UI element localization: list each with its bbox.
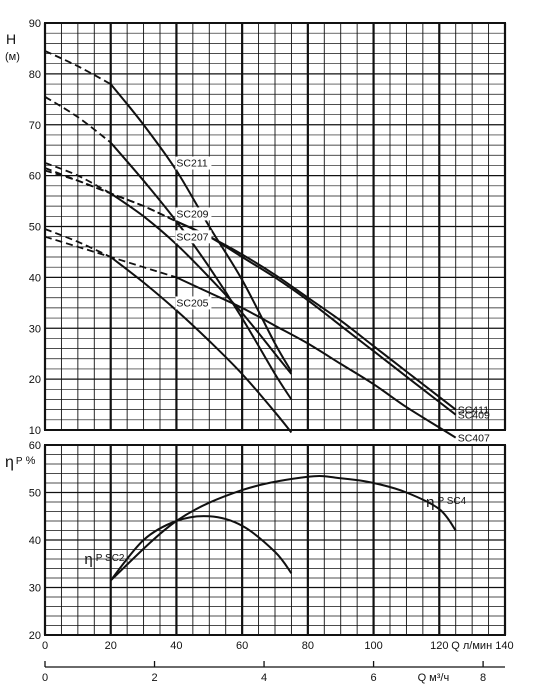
flow-lpm-tick-label: 0 xyxy=(42,640,48,652)
label-bg-sc207 xyxy=(175,230,212,244)
curves xyxy=(44,50,457,582)
grid-lines xyxy=(43,22,507,636)
head-tick-label: 80 xyxy=(29,69,41,81)
curve-sc207 xyxy=(110,192,293,375)
efficiency-axis-eta: η xyxy=(5,454,14,471)
label-bg-sc209 xyxy=(175,207,212,221)
flow-lpm-tick-label: 60 xyxy=(236,640,248,652)
efficiency-curve-0 xyxy=(109,515,293,582)
efficiency-label-prefix: η xyxy=(84,551,92,568)
series-label-sc411: SC411 xyxy=(458,405,489,417)
head-tick-label: 90 xyxy=(29,18,41,30)
curve-dashed-sc205 xyxy=(44,228,112,258)
head-tick-label: 10 xyxy=(29,425,41,437)
efficiency-panel-frame xyxy=(44,444,506,636)
efficiency-tick-label: 50 xyxy=(29,488,41,500)
efficiency-axis-label: η P% xyxy=(5,454,36,471)
series-label-sc207: SC207 xyxy=(176,231,208,243)
curve-dashed-sc407 xyxy=(44,235,177,279)
flow-m3h-tick-label: 0 xyxy=(42,672,48,684)
efficiency-label-suffix: P SC4 xyxy=(437,496,466,507)
head-tick-label: 70 xyxy=(29,120,41,132)
flow-m3h-tick-label: 2 xyxy=(151,672,157,684)
curve-dashed-sc211 xyxy=(44,50,112,85)
flow-lpm-unit-label: Q л/мин 140 xyxy=(451,640,513,652)
efficiency-label-0: η P SC2 xyxy=(84,551,125,568)
curve-sc407 xyxy=(175,276,457,439)
efficiency-tick-label: 20 xyxy=(29,630,41,642)
flow-lpm-tick-label: 20 xyxy=(105,640,117,652)
curve-sc211 xyxy=(109,83,293,372)
flow-lpm-tick-label: 120 xyxy=(430,640,448,652)
flow-lpm-tick-label: 40 xyxy=(170,640,182,652)
curve-sc205 xyxy=(110,256,293,434)
panel-frames xyxy=(44,22,506,668)
flow-m3h-tick-label: 4 xyxy=(261,672,267,684)
head-panel-frame xyxy=(44,22,506,431)
curve-dashed-sc207 xyxy=(44,162,112,195)
efficiency-label-prefix: η xyxy=(426,494,434,511)
head-tick-label: 50 xyxy=(29,222,41,234)
efficiency-tick-label: 60 xyxy=(29,440,41,452)
efficiency-axis-percent: % xyxy=(26,455,36,467)
curve-dashed-sc409 xyxy=(44,169,177,223)
efficiency-tick-label: 30 xyxy=(29,583,41,595)
head-axis-unit: (м) xyxy=(5,51,20,63)
label-bg-sc211 xyxy=(175,156,212,170)
series-label-sc407: SC407 xyxy=(458,433,490,445)
head-tick-label: 20 xyxy=(29,374,41,386)
flow-m3h-tick-label: 8 xyxy=(480,672,486,684)
series-label-sc209: SC209 xyxy=(176,208,208,220)
head-tick-label: 40 xyxy=(29,272,41,284)
efficiency-curve-1 xyxy=(110,475,457,582)
series-label-sc409: SC409 xyxy=(458,410,490,422)
head-tick-label: 30 xyxy=(29,323,41,335)
curve-dashed-sc209 xyxy=(44,96,112,144)
curve-sc409 xyxy=(175,220,457,416)
label-bg-sc205 xyxy=(175,296,212,310)
series-label-sc211: SC211 xyxy=(176,158,207,170)
efficiency-label-suffix: P SC2 xyxy=(96,553,125,564)
efficiency-tick-label: 40 xyxy=(29,535,41,547)
curve-sc411 xyxy=(175,220,457,411)
series-label-sc205: SC205 xyxy=(176,297,208,309)
head-tick-label: 60 xyxy=(29,171,41,183)
efficiency-axis-p: P xyxy=(16,456,23,467)
flow-m3h-tick-label: 6 xyxy=(371,672,377,684)
flow-m3h-unit-label: Q м³/ч xyxy=(418,672,450,684)
head-axis-label: H xyxy=(6,31,16,47)
flow-lpm-tick-label: 100 xyxy=(364,640,382,652)
curve-sc209 xyxy=(109,141,293,401)
flow-lpm-tick-label: 80 xyxy=(302,640,314,652)
